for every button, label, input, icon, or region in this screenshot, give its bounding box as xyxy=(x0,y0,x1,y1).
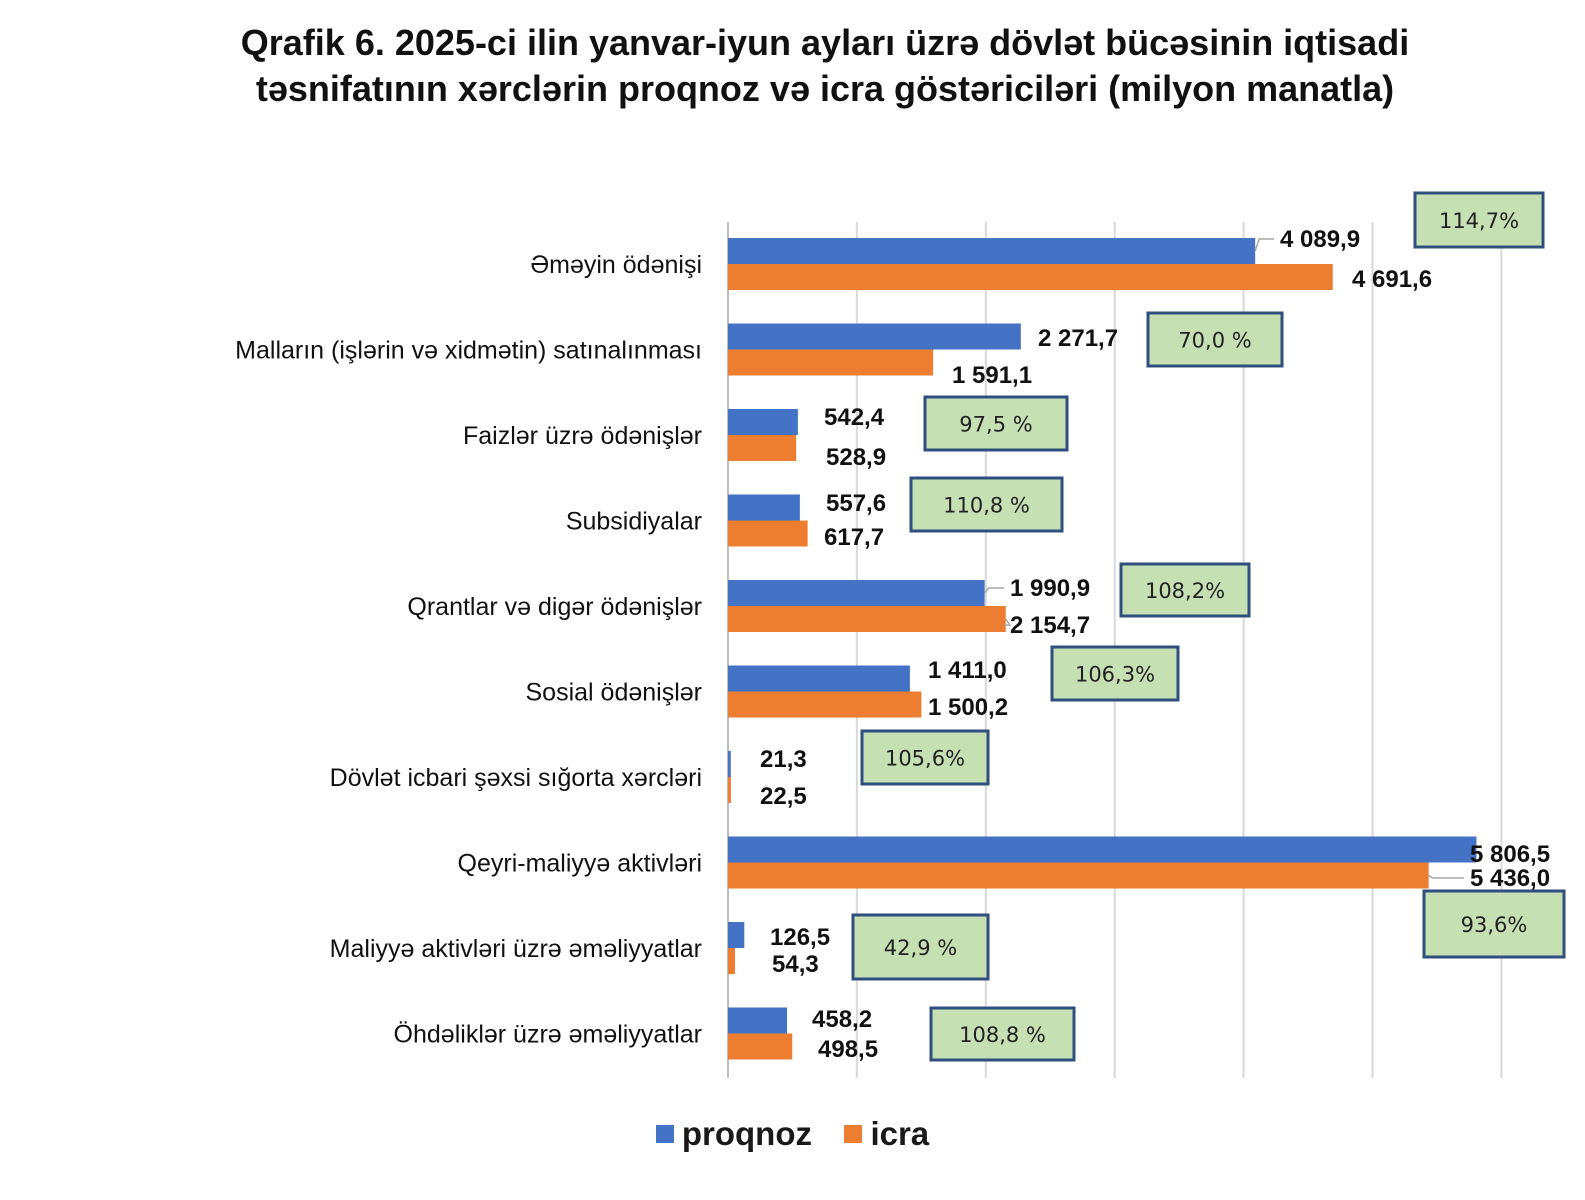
legend-label-proqnoz: proqnoz xyxy=(681,1115,812,1152)
bar-proqnoz xyxy=(728,922,745,948)
percent-box xyxy=(909,476,1064,533)
category-label: Qrantlar və digər ödənişlər xyxy=(407,593,702,621)
percent-label: 70,0 % xyxy=(1178,329,1251,353)
bar-icra xyxy=(728,1033,793,1060)
value-label-icra: 54,3 xyxy=(772,951,819,978)
percent-label: 97,5 % xyxy=(959,413,1032,437)
category-label: Faizlər üzrə ödənişlər xyxy=(463,422,702,450)
bar-icra xyxy=(728,520,808,547)
bar-proqnoz xyxy=(728,323,1021,350)
percent-label: 105,6% xyxy=(885,747,965,771)
bar-proqnoz xyxy=(728,409,798,435)
category-label: Dövlət icbari şəxsi sığorta xərcləri xyxy=(330,764,702,792)
percent-box xyxy=(1119,562,1251,618)
leader-line xyxy=(984,587,1004,594)
value-label-proqnoz: 1 990,9 xyxy=(1010,575,1090,602)
leader-line xyxy=(1004,618,1012,626)
labels: Əməyin ödənişi 4 089,9 4 691,6 114,7% Mallar… xyxy=(235,191,1566,1063)
category-label: Qeyri-maliyyə aktivləri xyxy=(458,850,702,878)
value-label-icra: 498,5 xyxy=(818,1036,878,1063)
value-label-icra: 528,9 xyxy=(826,444,886,471)
bar-proqnoz xyxy=(728,238,1256,264)
bar-icra xyxy=(728,777,731,803)
value-label-proqnoz: 21,3 xyxy=(760,746,807,773)
value-label-proqnoz: 2 271,7 xyxy=(1038,325,1118,352)
value-label-proqnoz: 126,5 xyxy=(770,924,830,951)
category-label: Əməyin ödənişi xyxy=(530,251,702,279)
percent-label: 108,8 % xyxy=(959,1023,1046,1047)
value-label-proqnoz: 542,4 xyxy=(824,404,885,431)
bar-icra xyxy=(728,691,922,718)
category-label: Subsidiyalar xyxy=(566,508,702,536)
bar-proqnoz xyxy=(728,665,910,692)
percent-box xyxy=(1146,311,1284,368)
bar-proqnoz xyxy=(728,751,731,777)
bar-icra xyxy=(728,948,735,974)
percent-box xyxy=(923,395,1069,452)
percent-box xyxy=(929,1006,1076,1062)
legend-label-icra: icra xyxy=(870,1115,930,1152)
percent-box xyxy=(1413,191,1545,249)
value-label-icra: 1 500,2 xyxy=(928,694,1008,721)
legend-swatch-icra xyxy=(844,1125,863,1143)
value-label-icra: 1 591,1 xyxy=(952,362,1032,389)
value-label-proqnoz: 4 089,9 xyxy=(1280,226,1360,253)
chart-title: Qrafik 6. 2025-ci ilin yanvar-iyun aylar… xyxy=(240,22,1410,109)
bar-proqnoz xyxy=(728,494,800,521)
value-label-icra: 5 436,0 xyxy=(1470,865,1550,892)
category-label: Öhdəliklər üzrə əməliyyatlar xyxy=(394,1021,702,1049)
bar-icra xyxy=(728,264,1333,290)
percent-label: 108,2% xyxy=(1145,579,1225,603)
percent-box xyxy=(851,913,990,981)
leader-line xyxy=(1254,238,1274,252)
value-label-proqnoz: 557,6 xyxy=(826,490,886,517)
category-label: Sosial ödənişlər xyxy=(526,679,703,707)
percent-label: 42,9 % xyxy=(884,936,957,960)
value-label-icra: 4 691,6 xyxy=(1352,266,1432,293)
value-label-icra: 617,7 xyxy=(824,524,884,551)
percent-label: 114,7% xyxy=(1439,209,1519,233)
legend-item-icra: icra xyxy=(844,1115,929,1153)
bar-icra xyxy=(728,606,1006,632)
leader-line xyxy=(1428,874,1464,879)
value-label-proqnoz: 458,2 xyxy=(812,1006,872,1033)
legend-swatch-proqnoz xyxy=(655,1125,674,1143)
percent-label: 93,6% xyxy=(1461,913,1528,937)
bar-icra xyxy=(728,862,1429,889)
percent-box xyxy=(860,729,990,786)
value-label-icra: 2 154,7 xyxy=(1010,612,1090,639)
bars xyxy=(728,238,1477,1060)
bar-proqnoz xyxy=(728,580,985,606)
value-label-proqnoz: 5 806,5 xyxy=(1470,841,1550,868)
legend: proqnoz icra xyxy=(0,1115,1585,1153)
category-label: Maliyyə aktivləri üzrə əməliyyatlar xyxy=(330,935,702,963)
bar-icra xyxy=(728,435,797,461)
percent-box xyxy=(1050,645,1180,702)
bar-icra xyxy=(728,349,934,376)
percent-box xyxy=(1422,889,1566,959)
percent-label: 106,3% xyxy=(1075,663,1155,687)
category-label: Malların (işlərin və xidmətin) satınalın… xyxy=(235,337,702,365)
bar-chart: Əməyin ödənişi 4 089,9 4 691,6 114,7% Mallar… xyxy=(235,191,1566,1078)
value-label-icra: 22,5 xyxy=(760,783,807,810)
value-label-proqnoz: 1 411,0 xyxy=(928,657,1007,684)
bar-proqnoz xyxy=(728,836,1477,863)
legend-item-proqnoz: proqnoz xyxy=(655,1115,812,1153)
percent-label: 110,8 % xyxy=(943,494,1030,518)
bar-proqnoz xyxy=(728,1007,788,1034)
